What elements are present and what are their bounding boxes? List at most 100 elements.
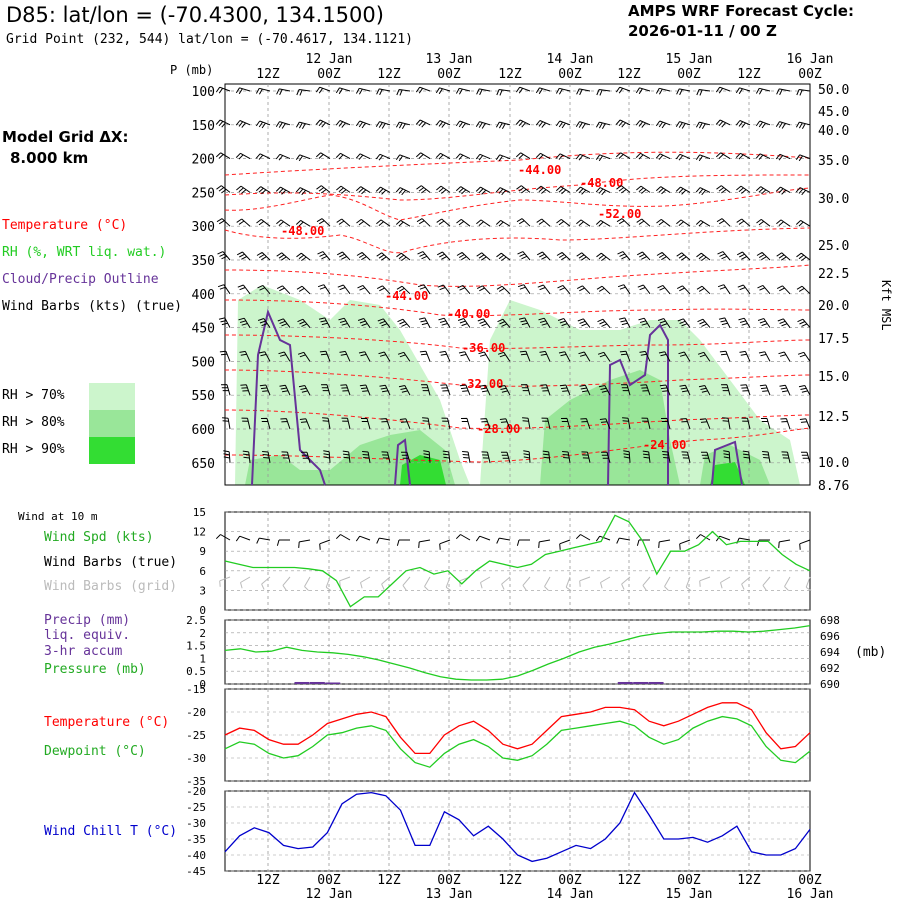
height-tick-label: 20.0 bbox=[818, 299, 849, 314]
wind-barb bbox=[276, 88, 291, 96]
rh-shading-region bbox=[540, 370, 680, 485]
wind-barb bbox=[618, 317, 631, 328]
wind-barbs-grid-label: Wind Barbs (grid) bbox=[44, 579, 178, 594]
wind-barb bbox=[516, 218, 531, 227]
pressure-tick-label: 350 bbox=[192, 254, 215, 269]
surface-wind-barb-grid bbox=[565, 576, 572, 592]
pressure-tick: 696 bbox=[820, 630, 840, 643]
wind-barb bbox=[417, 251, 431, 261]
bottom-time-tick: 12Z bbox=[256, 873, 280, 888]
wind-barb bbox=[755, 120, 771, 129]
wind-barb bbox=[495, 121, 511, 130]
wind-barb bbox=[657, 284, 671, 295]
wind-barb bbox=[722, 417, 731, 430]
temperature-contour bbox=[224, 369, 811, 387]
wind-barb bbox=[675, 121, 691, 129]
wind-barb bbox=[675, 186, 691, 195]
surface-wind-barb bbox=[679, 539, 691, 550]
wind-barb bbox=[457, 284, 471, 295]
temperature-contour-label: -48.00 bbox=[281, 224, 324, 238]
wind-barb bbox=[256, 219, 271, 227]
top-time-tick: 00Z bbox=[558, 67, 582, 82]
wind-barb bbox=[716, 185, 731, 194]
wind-barb bbox=[418, 317, 431, 328]
temperature-tick: -15 bbox=[186, 683, 206, 696]
surface-wind-barb bbox=[319, 539, 331, 550]
wind-barb bbox=[776, 219, 791, 227]
wind-barb bbox=[796, 285, 811, 295]
wind-barb bbox=[638, 317, 651, 328]
wind-barb bbox=[676, 219, 691, 227]
wind-barb bbox=[636, 218, 651, 227]
wind-barb bbox=[660, 417, 671, 430]
top-time-tick: 12Z bbox=[377, 67, 401, 82]
wind-speed-line bbox=[224, 514, 811, 608]
wind-barb bbox=[695, 121, 711, 130]
surface-wind-barb bbox=[276, 539, 290, 546]
wind-barb bbox=[496, 89, 511, 96]
temperature-contour-label: -40.00 bbox=[447, 307, 490, 321]
cloud-outline bbox=[251, 308, 326, 486]
wind-barb bbox=[275, 121, 291, 129]
surface-wind-barb-grid bbox=[741, 576, 751, 590]
wind-barb bbox=[718, 317, 731, 328]
top-time-tick: 00Z bbox=[437, 67, 461, 82]
pressure-tick: 692 bbox=[820, 662, 840, 675]
surface-wind-barb bbox=[355, 535, 371, 542]
wind-barb bbox=[455, 186, 471, 195]
wind-barb bbox=[735, 120, 751, 128]
wind-barb bbox=[376, 285, 391, 295]
wind-barb bbox=[717, 284, 731, 295]
wind-barb bbox=[515, 119, 531, 128]
surface-wind-barb bbox=[575, 534, 591, 541]
wind-barb bbox=[455, 87, 471, 95]
wind-barb bbox=[695, 187, 711, 196]
wind-barb bbox=[295, 187, 311, 196]
wind-barb bbox=[723, 450, 731, 463]
wind-barb bbox=[223, 450, 231, 463]
wind-barb bbox=[557, 284, 571, 295]
temperature-tick: -35 bbox=[186, 775, 206, 788]
wind-speed-tick: 12 bbox=[193, 526, 206, 539]
precip-tick: 1 bbox=[199, 652, 206, 665]
precip-tick: 2.5 bbox=[186, 614, 206, 627]
wind-barb bbox=[476, 88, 491, 96]
wind-barb bbox=[399, 418, 411, 430]
wind-barb bbox=[217, 251, 231, 261]
wind-barb bbox=[656, 251, 671, 261]
wind-barb bbox=[598, 385, 611, 396]
wind-barb bbox=[316, 185, 331, 194]
pressure-tick: 694 bbox=[820, 646, 840, 659]
temperature-contour bbox=[224, 299, 811, 317]
wind-barb bbox=[340, 384, 351, 396]
wind-barb bbox=[575, 186, 591, 195]
wind-barb bbox=[635, 87, 651, 95]
wind-barb bbox=[595, 187, 611, 196]
surface-wind-barb-grid bbox=[685, 576, 692, 592]
wind-barb bbox=[558, 351, 571, 362]
wind-barb bbox=[395, 219, 411, 227]
height-tick-label: 25.0 bbox=[818, 239, 849, 254]
wind-barb bbox=[617, 251, 631, 261]
wind-barb bbox=[655, 153, 671, 160]
wind-barb bbox=[620, 384, 631, 396]
wind-barb bbox=[215, 86, 231, 94]
cloud-outline bbox=[607, 323, 669, 486]
dewpoint-series-label: Dewpoint (°C) bbox=[44, 744, 146, 759]
wind-barb bbox=[356, 219, 371, 227]
wind-barbs-legend: Wind Barbs (kts) (true) bbox=[2, 299, 183, 314]
wind-barb bbox=[595, 219, 611, 227]
wind-barb bbox=[360, 417, 371, 430]
wind-barb bbox=[657, 318, 671, 328]
wind-barb bbox=[780, 418, 791, 430]
wind-barb bbox=[216, 185, 231, 194]
wind-barb bbox=[258, 351, 271, 362]
height-tick-label: 17.5 bbox=[818, 332, 849, 347]
wind-barb bbox=[215, 119, 231, 128]
wind-barb bbox=[395, 187, 411, 196]
wind-barb bbox=[416, 185, 431, 194]
wind-barb bbox=[616, 185, 631, 194]
wind-barb bbox=[575, 153, 591, 161]
wind-barb bbox=[358, 351, 371, 362]
wind-barb bbox=[636, 251, 651, 261]
